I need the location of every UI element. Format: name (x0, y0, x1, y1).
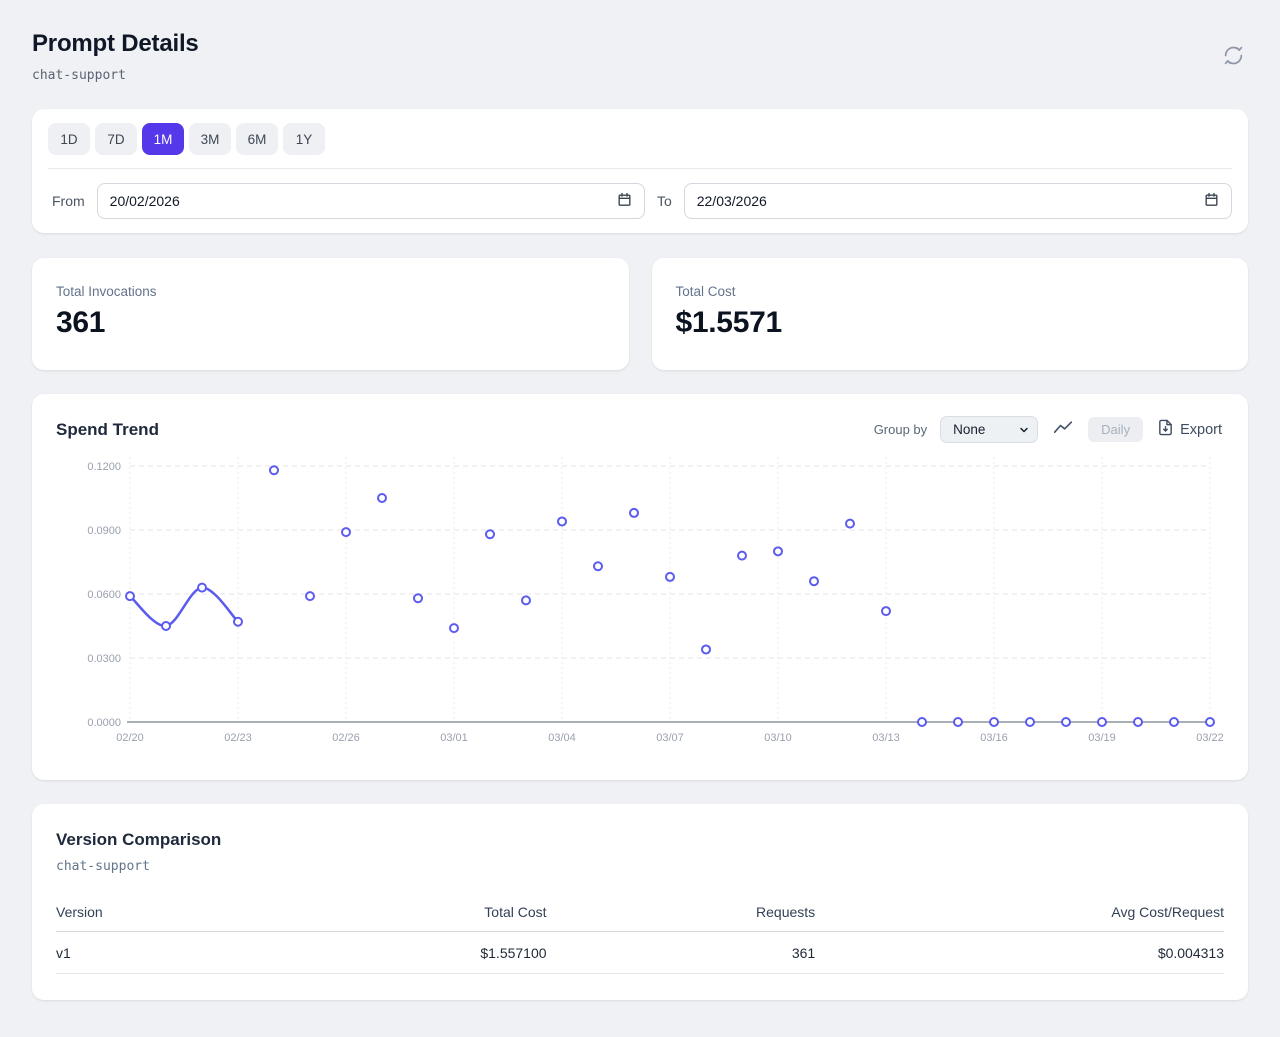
group-by-select-wrap: None (940, 416, 1039, 443)
filter-card: 1D 7D 1M 3M 6M 1Y From 20/02/2026 To 22/03/20… (32, 109, 1248, 233)
prompt-name: chat-support (32, 68, 126, 83)
range-button-1d[interactable]: 1D (48, 123, 90, 155)
version-table-head-row: Version Total Cost Requests Avg Cost/Reques… (56, 900, 1224, 932)
range-button-3m[interactable]: 3M (189, 123, 231, 155)
version-comparison-subtitle: chat-support (56, 859, 150, 874)
export-button[interactable]: Export (1156, 417, 1224, 442)
trending-line-icon (1053, 420, 1073, 439)
version-comparison-title: Version Comparison (56, 830, 222, 849)
to-label: To (656, 193, 672, 209)
total-cost-card: Total Cost $1.5571 (651, 258, 1248, 370)
total-invocations-value: 361 (56, 306, 106, 339)
calendar-icon[interactable] (1204, 192, 1219, 210)
daily-toggle-button[interactable]: Daily (1088, 417, 1144, 442)
table-cell: v1 (56, 931, 348, 974)
column-header: Total Cost (348, 900, 547, 932)
svg-text:03/04: 03/04 (548, 732, 576, 744)
to-date-value: 22/03/2026 (696, 193, 767, 209)
svg-text:02/26: 02/26 (332, 732, 360, 744)
spend-trend-chart[interactable]: 0.0000 0.0300 0.0600 0.0900 0.1200 02/20 02/23… (56, 451, 1224, 762)
version-comparison-table: Version Total Cost Requests Avg Cost/Reques… (56, 900, 1224, 974)
date-range-row: From 20/02/2026 To 22/03/2026 (48, 183, 1232, 219)
svg-text:0.0000: 0.0000 (87, 717, 121, 729)
from-label: From (52, 193, 85, 209)
total-invocations-card: Total Invocations 361 (32, 258, 629, 370)
column-header: Avg Cost/Request (815, 900, 1224, 932)
svg-text:02/23: 02/23 (224, 732, 252, 744)
svg-text:03/01: 03/01 (440, 732, 468, 744)
svg-text:03/10: 03/10 (764, 732, 792, 744)
svg-text:0.0600: 0.0600 (87, 589, 121, 601)
page-header-text: Prompt Details chat-support (32, 30, 199, 83)
version-comparison-card: Version Comparison chat-support Version T… (32, 804, 1248, 1000)
line-chart-toggle[interactable] (1051, 418, 1075, 441)
svg-text:03/16: 03/16 (980, 732, 1008, 744)
from-date-value: 20/02/2026 (109, 193, 180, 209)
svg-text:03/19: 03/19 (1088, 732, 1116, 744)
page-header: Prompt Details chat-support (32, 30, 1248, 83)
spend-trend-title: Spend Trend (56, 419, 159, 439)
total-cost-label: Total Cost (675, 284, 736, 299)
total-invocations-label: Total Invocations (56, 284, 157, 299)
column-header: Version (56, 900, 348, 932)
from-date-input[interactable]: 20/02/2026 (96, 183, 645, 219)
export-file-icon (1158, 419, 1173, 440)
refresh-button[interactable] (1219, 41, 1248, 73)
total-cost-value: $1.5571 (675, 306, 783, 339)
export-label: Export (1180, 421, 1222, 438)
page-title: Prompt Details (32, 30, 199, 57)
stats-row: Total Invocations 361 Total Cost $1.5571 (32, 258, 1248, 370)
svg-text:0.0300: 0.0300 (87, 653, 121, 665)
group-by-label: Group by (873, 422, 928, 437)
spend-trend-chart-svg: 0.0000 0.0300 0.0600 0.0900 0.1200 02/20 02/23… (87, 457, 1224, 744)
calendar-icon[interactable] (617, 192, 632, 210)
svg-text:03/22: 03/22 (1196, 732, 1224, 744)
version-table-body: v1 $1.557100 361 $0.004313 (56, 931, 1224, 974)
spend-trend-card: Spend Trend Group by None Daily (32, 394, 1248, 780)
svg-text:0.1200: 0.1200 (87, 461, 121, 473)
svg-text:0.0900: 0.0900 (87, 525, 121, 537)
range-button-6m[interactable]: 6M (236, 123, 278, 155)
refresh-icon (1223, 46, 1244, 69)
table-row: v1 $1.557100 361 $0.004313 (56, 931, 1224, 974)
svg-text:03/13: 03/13 (872, 732, 900, 744)
time-range-group: 1D 7D 1M 3M 6M 1Y (48, 123, 1232, 169)
table-cell: $0.004313 (815, 931, 1224, 974)
range-button-7d[interactable]: 7D (95, 123, 137, 155)
table-cell: $1.557100 (348, 931, 547, 974)
to-date-input[interactable]: 22/03/2026 (683, 183, 1232, 219)
svg-text:03/07: 03/07 (656, 732, 684, 744)
svg-text:02/20: 02/20 (116, 732, 144, 744)
range-button-1y[interactable]: 1Y (283, 123, 325, 155)
spend-trend-header: Spend Trend Group by None Daily (56, 416, 1224, 443)
table-cell: 361 (546, 931, 816, 974)
spend-trend-controls: Group by None Daily (874, 416, 1224, 443)
column-header: Requests (546, 900, 816, 932)
range-button-1m[interactable]: 1M (142, 123, 184, 155)
group-by-select[interactable]: None (940, 416, 1039, 443)
